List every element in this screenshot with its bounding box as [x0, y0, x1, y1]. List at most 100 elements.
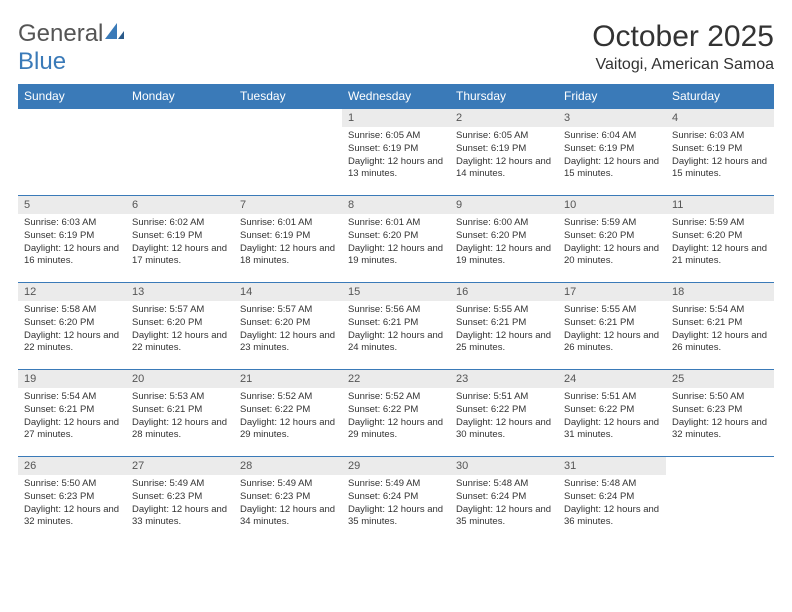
day-number: 19 — [18, 370, 126, 388]
calendar-cell: 26Sunrise: 5:50 AMSunset: 6:23 PMDayligh… — [18, 457, 126, 544]
day-details: Sunrise: 5:54 AMSunset: 6:21 PMDaylight:… — [666, 301, 774, 359]
daylight-text: Daylight: 12 hours and 25 minutes. — [456, 330, 552, 356]
day-header: Tuesday — [234, 84, 342, 109]
sunrise-text: Sunrise: 5:50 AM — [24, 478, 120, 491]
sunset-text: Sunset: 6:19 PM — [672, 143, 768, 156]
title-block: October 2025 Vaitogi, American Samoa — [592, 20, 774, 74]
calendar-cell — [666, 457, 774, 544]
calendar-cell: 28Sunrise: 5:49 AMSunset: 6:23 PMDayligh… — [234, 457, 342, 544]
day-details: Sunrise: 5:59 AMSunset: 6:20 PMDaylight:… — [558, 214, 666, 272]
day-number: 23 — [450, 370, 558, 388]
day-number: 11 — [666, 196, 774, 214]
sunset-text: Sunset: 6:19 PM — [24, 230, 120, 243]
daylight-text: Daylight: 12 hours and 27 minutes. — [24, 417, 120, 443]
day-details: Sunrise: 5:48 AMSunset: 6:24 PMDaylight:… — [558, 475, 666, 533]
calendar-cell: 21Sunrise: 5:52 AMSunset: 6:22 PMDayligh… — [234, 370, 342, 457]
calendar-cell — [126, 109, 234, 196]
calendar-cell: 9Sunrise: 6:00 AMSunset: 6:20 PMDaylight… — [450, 196, 558, 283]
location-label: Vaitogi, American Samoa — [592, 56, 774, 74]
sunset-text: Sunset: 6:21 PM — [456, 317, 552, 330]
day-details: Sunrise: 6:02 AMSunset: 6:19 PMDaylight:… — [126, 214, 234, 272]
sunrise-text: Sunrise: 5:58 AM — [24, 304, 120, 317]
calendar-cell: 25Sunrise: 5:50 AMSunset: 6:23 PMDayligh… — [666, 370, 774, 457]
sunset-text: Sunset: 6:21 PM — [564, 317, 660, 330]
day-number: 6 — [126, 196, 234, 214]
daylight-text: Daylight: 12 hours and 36 minutes. — [564, 504, 660, 530]
day-details: Sunrise: 5:51 AMSunset: 6:22 PMDaylight:… — [450, 388, 558, 446]
daylight-text: Daylight: 12 hours and 33 minutes. — [132, 504, 228, 530]
calendar-cell: 17Sunrise: 5:55 AMSunset: 6:21 PMDayligh… — [558, 283, 666, 370]
daylight-text: Daylight: 12 hours and 34 minutes. — [240, 504, 336, 530]
calendar-cell: 3Sunrise: 6:04 AMSunset: 6:19 PMDaylight… — [558, 109, 666, 196]
day-details: Sunrise: 5:48 AMSunset: 6:24 PMDaylight:… — [450, 475, 558, 533]
calendar-cell: 6Sunrise: 6:02 AMSunset: 6:19 PMDaylight… — [126, 196, 234, 283]
day-number: 22 — [342, 370, 450, 388]
daylight-text: Daylight: 12 hours and 32 minutes. — [672, 417, 768, 443]
daylight-text: Daylight: 12 hours and 15 minutes. — [672, 156, 768, 182]
day-number: 29 — [342, 457, 450, 475]
sunrise-text: Sunrise: 6:00 AM — [456, 217, 552, 230]
calendar-week-row: 12Sunrise: 5:58 AMSunset: 6:20 PMDayligh… — [18, 283, 774, 370]
sunrise-text: Sunrise: 5:51 AM — [456, 391, 552, 404]
day-header: Friday — [558, 84, 666, 109]
daylight-text: Daylight: 12 hours and 21 minutes. — [672, 243, 768, 269]
sunrise-text: Sunrise: 6:02 AM — [132, 217, 228, 230]
day-number: 18 — [666, 283, 774, 301]
daylight-text: Daylight: 12 hours and 23 minutes. — [240, 330, 336, 356]
day-details: Sunrise: 5:57 AMSunset: 6:20 PMDaylight:… — [126, 301, 234, 359]
sunset-text: Sunset: 6:19 PM — [456, 143, 552, 156]
sunset-text: Sunset: 6:24 PM — [456, 491, 552, 504]
day-details: Sunrise: 6:05 AMSunset: 6:19 PMDaylight:… — [342, 127, 450, 185]
daylight-text: Daylight: 12 hours and 13 minutes. — [348, 156, 444, 182]
daylight-text: Daylight: 12 hours and 20 minutes. — [564, 243, 660, 269]
sunset-text: Sunset: 6:21 PM — [24, 404, 120, 417]
sunrise-text: Sunrise: 6:01 AM — [348, 217, 444, 230]
calendar-cell — [18, 109, 126, 196]
sunrise-text: Sunrise: 6:05 AM — [348, 130, 444, 143]
sunrise-text: Sunrise: 5:59 AM — [564, 217, 660, 230]
daylight-text: Daylight: 12 hours and 19 minutes. — [456, 243, 552, 269]
daylight-text: Daylight: 12 hours and 24 minutes. — [348, 330, 444, 356]
day-number: 2 — [450, 109, 558, 127]
sunset-text: Sunset: 6:19 PM — [240, 230, 336, 243]
daylight-text: Daylight: 12 hours and 35 minutes. — [456, 504, 552, 530]
day-number: 10 — [558, 196, 666, 214]
sunrise-text: Sunrise: 5:55 AM — [564, 304, 660, 317]
day-number: 7 — [234, 196, 342, 214]
day-number: 15 — [342, 283, 450, 301]
daylight-text: Daylight: 12 hours and 15 minutes. — [564, 156, 660, 182]
sunset-text: Sunset: 6:24 PM — [348, 491, 444, 504]
calendar-cell: 4Sunrise: 6:03 AMSunset: 6:19 PMDaylight… — [666, 109, 774, 196]
day-details: Sunrise: 6:05 AMSunset: 6:19 PMDaylight:… — [450, 127, 558, 185]
day-number: 1 — [342, 109, 450, 127]
day-details: Sunrise: 6:04 AMSunset: 6:19 PMDaylight:… — [558, 127, 666, 185]
daylight-text: Daylight: 12 hours and 14 minutes. — [456, 156, 552, 182]
day-number: 12 — [18, 283, 126, 301]
day-details: Sunrise: 6:03 AMSunset: 6:19 PMDaylight:… — [18, 214, 126, 272]
day-details: Sunrise: 5:52 AMSunset: 6:22 PMDaylight:… — [342, 388, 450, 446]
sunrise-text: Sunrise: 5:49 AM — [348, 478, 444, 491]
sunset-text: Sunset: 6:20 PM — [132, 317, 228, 330]
daylight-text: Daylight: 12 hours and 16 minutes. — [24, 243, 120, 269]
calendar-cell: 24Sunrise: 5:51 AMSunset: 6:22 PMDayligh… — [558, 370, 666, 457]
sunset-text: Sunset: 6:20 PM — [564, 230, 660, 243]
sunset-text: Sunset: 6:20 PM — [24, 317, 120, 330]
day-number: 31 — [558, 457, 666, 475]
day-details: Sunrise: 5:57 AMSunset: 6:20 PMDaylight:… — [234, 301, 342, 359]
sunset-text: Sunset: 6:21 PM — [132, 404, 228, 417]
sunrise-text: Sunrise: 6:01 AM — [240, 217, 336, 230]
calendar-week-row: 1Sunrise: 6:05 AMSunset: 6:19 PMDaylight… — [18, 109, 774, 196]
sunrise-text: Sunrise: 6:05 AM — [456, 130, 552, 143]
day-details: Sunrise: 5:56 AMSunset: 6:21 PMDaylight:… — [342, 301, 450, 359]
sunset-text: Sunset: 6:22 PM — [348, 404, 444, 417]
daylight-text: Daylight: 12 hours and 35 minutes. — [348, 504, 444, 530]
day-number: 21 — [234, 370, 342, 388]
calendar-cell: 30Sunrise: 5:48 AMSunset: 6:24 PMDayligh… — [450, 457, 558, 544]
calendar-cell: 15Sunrise: 5:56 AMSunset: 6:21 PMDayligh… — [342, 283, 450, 370]
day-details: Sunrise: 5:51 AMSunset: 6:22 PMDaylight:… — [558, 388, 666, 446]
daylight-text: Daylight: 12 hours and 28 minutes. — [132, 417, 228, 443]
daylight-text: Daylight: 12 hours and 29 minutes. — [348, 417, 444, 443]
sunrise-text: Sunrise: 5:51 AM — [564, 391, 660, 404]
page-title: October 2025 — [592, 20, 774, 54]
sunset-text: Sunset: 6:21 PM — [348, 317, 444, 330]
